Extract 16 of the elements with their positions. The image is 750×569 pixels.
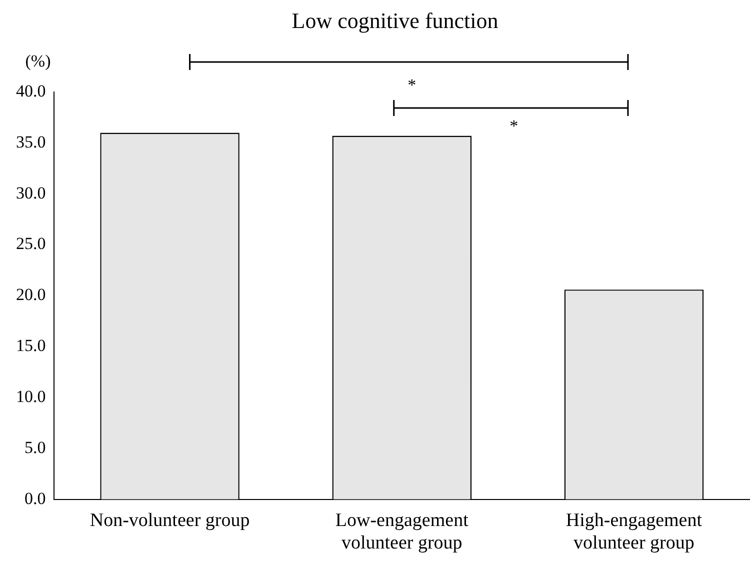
annotation: * [408,75,416,94]
y-tick-label: 0.0 [24,488,46,508]
x-tick-label: Non-volunteer group [90,510,250,531]
annotation: * [510,116,518,136]
y-tick-label: 10.0 [16,387,46,406]
x-tick-label: High-engagement volunteer group [566,510,703,554]
x-tick-label: Low-engagement volunteer group [335,510,470,554]
chart-title: Low cognitive function [292,8,498,33]
y-tick-label: 25.0 [16,234,46,254]
y-axis-title: (%) [25,51,51,70]
y-tick-label: 15.0 [16,336,46,356]
y-tick-label: 30.0 [16,183,46,202]
y-tick-label: 5.0 [24,438,46,457]
y-tick-label: 40.0 [16,81,46,100]
y-tick-label: 35.0 [16,132,46,152]
y-tick-label: 20.0 [16,285,46,304]
